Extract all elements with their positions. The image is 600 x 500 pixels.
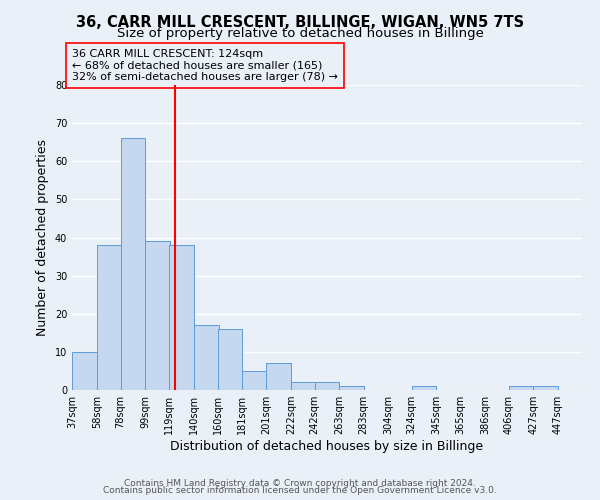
Bar [145,242,170,390]
Bar [314,382,340,390]
Bar [218,329,242,390]
Bar [121,138,145,390]
Bar [509,386,533,390]
Bar [412,386,436,390]
X-axis label: Distribution of detached houses by size in Billinge: Distribution of detached houses by size … [170,440,484,453]
Bar [242,371,267,390]
Bar [291,382,316,390]
Text: Contains public sector information licensed under the Open Government Licence v3: Contains public sector information licen… [103,486,497,495]
Bar [169,245,194,390]
Bar [72,352,97,390]
Bar [194,325,219,390]
Text: 36 CARR MILL CRESCENT: 124sqm
← 68% of detached houses are smaller (165)
32% of : 36 CARR MILL CRESCENT: 124sqm ← 68% of d… [72,49,338,82]
Bar [533,386,559,390]
Y-axis label: Number of detached properties: Number of detached properties [36,139,49,336]
Bar [97,245,122,390]
Text: Contains HM Land Registry data © Crown copyright and database right 2024.: Contains HM Land Registry data © Crown c… [124,478,476,488]
Bar [266,364,291,390]
Text: 36, CARR MILL CRESCENT, BILLINGE, WIGAN, WN5 7TS: 36, CARR MILL CRESCENT, BILLINGE, WIGAN,… [76,15,524,30]
Bar [340,386,364,390]
Text: Size of property relative to detached houses in Billinge: Size of property relative to detached ho… [116,28,484,40]
